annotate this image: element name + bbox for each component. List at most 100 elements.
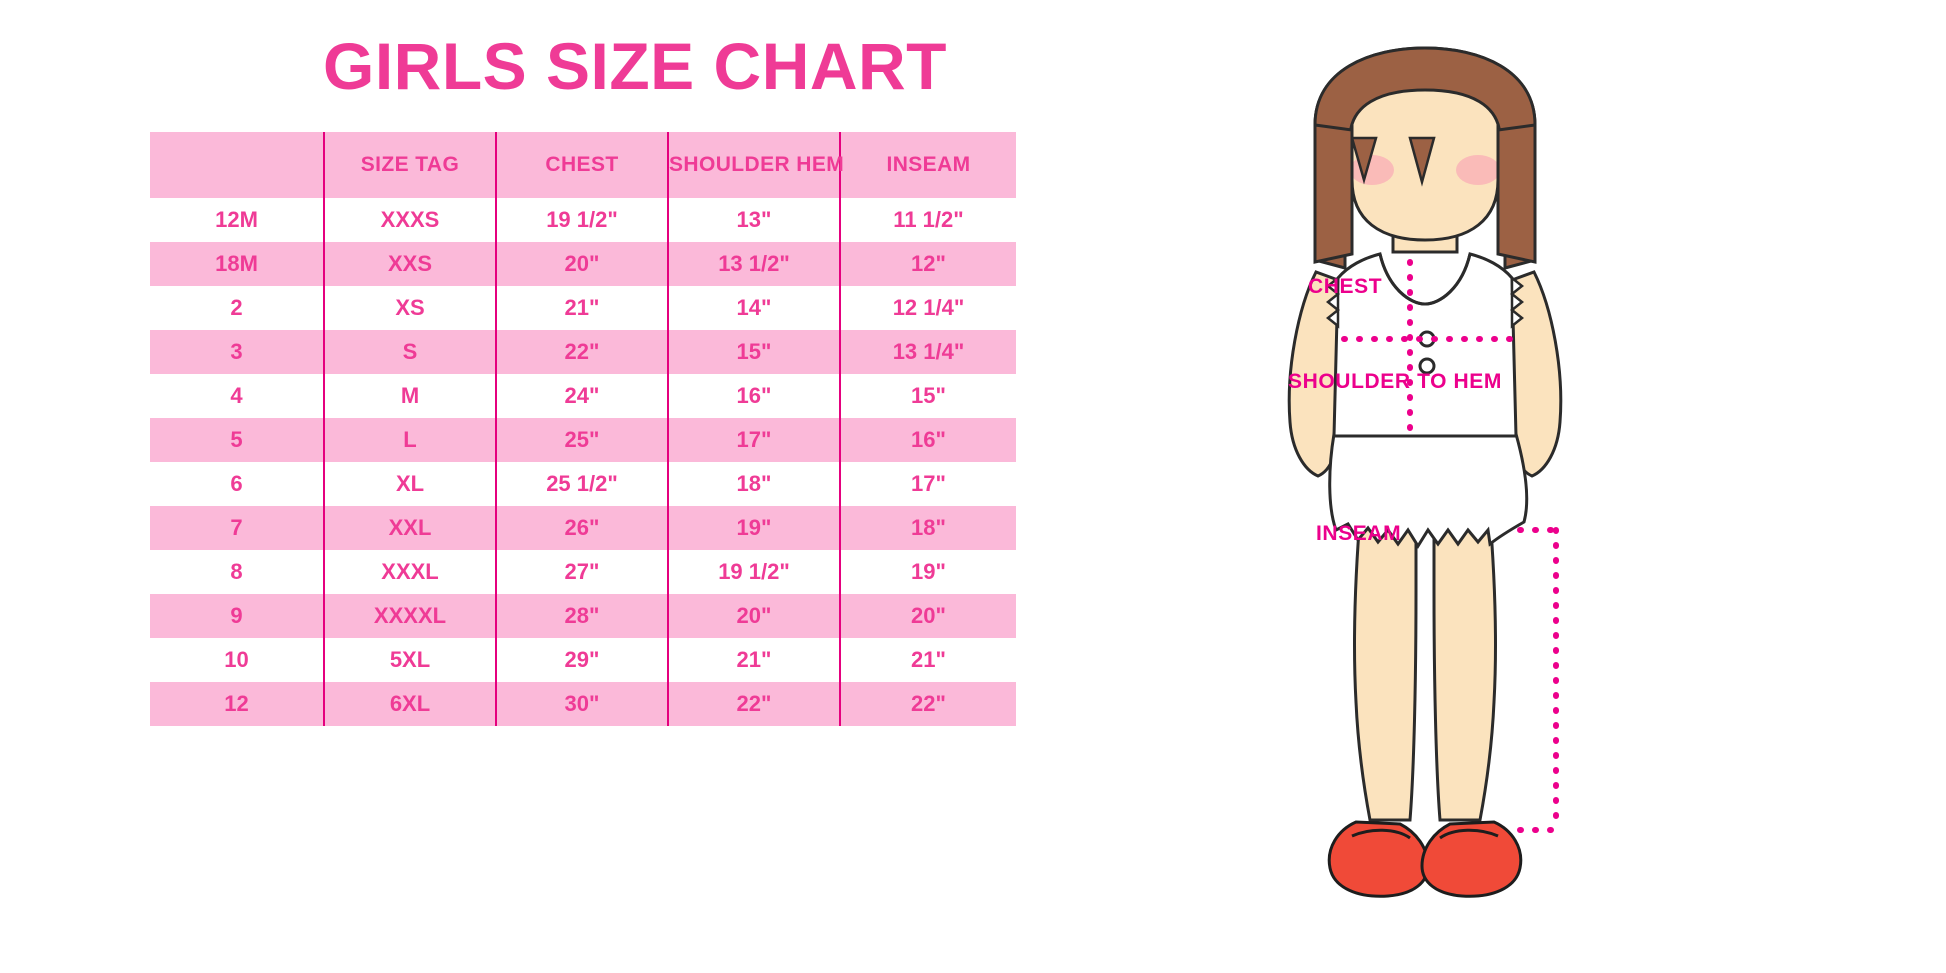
cell-size-tag: S — [323, 330, 496, 374]
cell-size: 2 — [230, 295, 243, 320]
table-row: 9 XXXXL 28" 20" 20" — [150, 594, 1016, 638]
cell-size-tag: 5XL — [323, 638, 496, 682]
page-title: GIRLS SIZE CHART — [322, 29, 947, 103]
cell-inseam: 11 1/2" — [839, 198, 1016, 242]
cell-size: 12 — [224, 691, 249, 716]
top-neckline — [1378, 253, 1472, 306]
cell-shoulder-hem: 17" — [667, 418, 840, 462]
blush-right — [1456, 155, 1500, 185]
cell-size: 10 — [224, 647, 249, 672]
shoe-left-icon — [1327, 820, 1430, 898]
cell-chest: 21" — [495, 286, 668, 330]
cell-shoulder-hem: 14" — [667, 286, 840, 330]
cell-size-tag: M — [323, 374, 496, 418]
table-row: 8 XXXL 27" 19 1/2" 19" — [150, 550, 1016, 594]
size-table: SIZE TAG CHEST SHOULDER HEM INSEAM 12M XX… — [150, 132, 1016, 726]
cell-size-tag: L — [323, 418, 496, 462]
table-row: 12M XXXS 19 1/2" 13" 11 1/2" — [150, 198, 1016, 242]
size-table-container: SIZE TAG CHEST SHOULDER HEM INSEAM 12M XX… — [150, 132, 1016, 726]
table-row: 7 XXL 26" 19" 18" — [150, 506, 1016, 550]
girl-figure-svg — [1287, 46, 1563, 898]
cell-size: 6 — [230, 471, 243, 496]
shoulder-ruffle-left — [1325, 275, 1341, 329]
cell-inseam: 12 1/4" — [839, 286, 1016, 330]
cell-shoulder-hem: 13 1/2" — [667, 242, 840, 286]
button-lower — [1418, 357, 1436, 375]
cell-shoulder-hem: 21" — [667, 638, 840, 682]
column-header-size — [150, 132, 324, 198]
cell-inseam: 16" — [839, 418, 1016, 462]
cell-size-tag: XXXS — [323, 198, 496, 242]
cell-size: 3 — [230, 339, 243, 364]
cell-chest: 30" — [495, 682, 668, 726]
table-header: SIZE TAG CHEST SHOULDER HEM INSEAM — [150, 132, 1016, 198]
hair-side-right — [1496, 123, 1537, 264]
cell-chest: 25" — [495, 418, 668, 462]
column-header-chest: CHEST — [495, 132, 668, 198]
table-row: 18M XXS 20" 13 1/2" 12" — [150, 242, 1016, 286]
shoulder-to-hem-label: SHOULDER TO HEM — [1288, 370, 1502, 393]
cell-shoulder-hem: 15" — [667, 330, 840, 374]
cell-inseam: 17" — [839, 462, 1016, 506]
hair-spike-right — [1408, 136, 1436, 187]
cell-chest: 24" — [495, 374, 668, 418]
cell-inseam: 19" — [839, 550, 1016, 594]
column-header-shoulder-hem: SHOULDER HEM — [667, 132, 844, 198]
skirt — [1328, 432, 1529, 549]
cell-chest: 28" — [495, 594, 668, 638]
cell-size-tag: XXL — [323, 506, 496, 550]
table-row: 10 5XL 29" 21" 21" — [150, 638, 1016, 682]
column-header-inseam: INSEAM — [839, 132, 1016, 198]
cell-inseam: 15" — [839, 374, 1016, 418]
cell-shoulder-hem: 18" — [667, 462, 840, 506]
table-header-row: SIZE TAG CHEST SHOULDER HEM INSEAM — [150, 132, 1016, 198]
cell-chest: 26" — [495, 506, 668, 550]
cell-size: 18M — [215, 251, 258, 276]
cell-size: 4 — [230, 383, 243, 408]
cell-chest: 29" — [495, 638, 668, 682]
cell-shoulder-hem: 19 1/2" — [667, 550, 840, 594]
cell-shoulder-hem: 22" — [667, 682, 840, 726]
cell-size: 9 — [230, 603, 243, 628]
shoe-right-icon — [1420, 820, 1523, 898]
measurement-illustration: CHEST SHOULDER TO HEM INSEAM — [1080, 30, 1940, 930]
table-row: 5 L 25" 17" 16" — [150, 418, 1016, 462]
cell-size-tag: XXXXL — [323, 594, 496, 638]
cell-inseam: 20" — [839, 594, 1016, 638]
blush-left — [1350, 155, 1394, 185]
table-row: 6 XL 25 1/2" 18" 17" — [150, 462, 1016, 506]
cell-inseam: 22" — [839, 682, 1016, 726]
shoe-left-strap — [1351, 828, 1411, 840]
cell-chest: 22" — [495, 330, 668, 374]
cell-chest: 25 1/2" — [495, 462, 668, 506]
cell-size-tag: XL — [323, 462, 496, 506]
cell-chest: 27" — [495, 550, 668, 594]
cell-inseam: 21" — [839, 638, 1016, 682]
cell-shoulder-hem: 19" — [667, 506, 840, 550]
chest-label: CHEST — [1308, 275, 1383, 298]
cell-size-tag: XS — [323, 286, 496, 330]
leg-left — [1352, 460, 1418, 822]
cell-chest: 20" — [495, 242, 668, 286]
cell-size-tag: 6XL — [323, 682, 496, 726]
hair-spike-left — [1350, 136, 1378, 185]
cell-size-tag: XXXL — [323, 550, 496, 594]
table-row: 4 M 24" 16" 15" — [150, 374, 1016, 418]
table-row: 12 6XL 30" 22" 22" — [150, 682, 1016, 726]
hair-side-left — [1313, 123, 1354, 264]
cell-size-tag: XXS — [323, 242, 496, 286]
cell-inseam: 18" — [839, 506, 1016, 550]
table-row: 3 S 22" 15" 13 1/4" — [150, 330, 1016, 374]
cell-inseam: 12" — [839, 242, 1016, 286]
shoe-right-strap — [1439, 828, 1499, 840]
cell-size: 8 — [230, 559, 243, 584]
cell-size: 7 — [230, 515, 243, 540]
cell-inseam: 13 1/4" — [839, 330, 1016, 374]
cell-chest: 19 1/2" — [495, 198, 668, 242]
inseam-label: INSEAM — [1316, 522, 1402, 545]
cell-size: 12M — [215, 207, 258, 232]
cell-size: 5 — [230, 427, 243, 452]
column-header-size-tag: SIZE TAG — [323, 132, 496, 198]
cell-shoulder-hem: 16" — [667, 374, 840, 418]
